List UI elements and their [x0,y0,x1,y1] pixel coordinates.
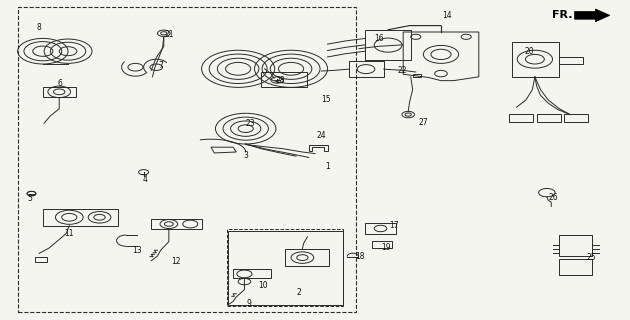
Text: 25: 25 [586,253,596,262]
Bar [559,235,592,256]
Text: 20: 20 [524,47,534,56]
Bar [509,114,533,122]
Bar [227,229,343,306]
Bar [349,61,384,77]
Bar [18,7,356,312]
Text: 13: 13 [132,246,142,255]
Bar [261,72,307,87]
Text: 18: 18 [355,252,365,261]
Bar [285,249,329,266]
Bar [228,231,343,305]
Text: 24: 24 [316,131,326,140]
Polygon shape [575,9,610,22]
Text: 26: 26 [548,193,558,202]
Text: 15: 15 [321,95,331,104]
Text: 8: 8 [37,23,42,32]
Text: 5: 5 [28,194,33,203]
Text: 27: 27 [418,118,428,127]
Text: 23: 23 [246,119,256,128]
Bar [564,114,588,122]
Text: 4: 4 [142,175,147,184]
Text: 6: 6 [57,79,62,88]
Text: 17: 17 [389,221,399,230]
Text: 22: 22 [397,66,407,75]
Bar [559,57,583,64]
Text: 9: 9 [246,299,251,308]
Text: 19: 19 [381,243,391,252]
Text: 14: 14 [442,12,452,20]
Text: 10: 10 [258,281,268,290]
Bar [537,114,561,122]
Bar [233,269,271,278]
Text: 28: 28 [275,76,285,85]
Text: FR.: FR. [551,10,572,20]
Bar [43,209,118,226]
Text: 3: 3 [243,151,248,160]
Text: 16: 16 [374,34,384,43]
Text: 7: 7 [158,61,163,70]
Bar [365,30,411,60]
Text: 21: 21 [164,30,174,39]
Text: 1: 1 [325,162,330,171]
Bar [372,241,392,248]
Bar [512,42,559,77]
Text: 2: 2 [297,288,302,297]
Bar [559,259,592,275]
Text: 12: 12 [171,257,181,266]
Bar [365,223,396,234]
Text: 11: 11 [64,229,74,238]
Bar [151,219,202,229]
